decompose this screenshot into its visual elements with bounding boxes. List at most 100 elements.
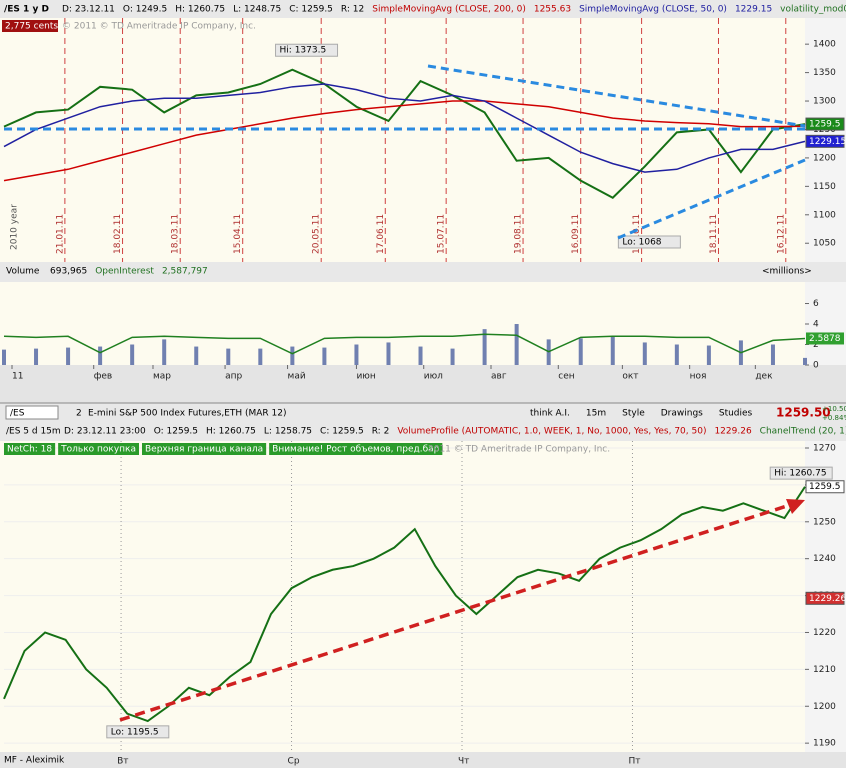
header-text: OpenInterest xyxy=(95,267,154,277)
x-tick-label: июн xyxy=(356,372,375,382)
y-tick-label: 1350 xyxy=(813,68,836,78)
y-tick-label: 1240 xyxy=(813,554,836,564)
header-text: C: 1259.5 xyxy=(320,427,364,437)
signal-box xyxy=(269,443,443,455)
price-box xyxy=(805,480,845,494)
bar xyxy=(258,348,263,365)
y-tick-label: 1270 xyxy=(813,444,836,454)
header-text: 693,965 xyxy=(50,267,87,277)
y-tick-label: 1210 xyxy=(813,665,836,675)
signal-label: Только покупка xyxy=(60,445,136,455)
bar xyxy=(514,324,519,365)
y-tick-label: 1400 xyxy=(813,40,836,50)
net-change: +10.50 xyxy=(822,405,846,413)
y-tick-label: 1050 xyxy=(813,239,836,249)
annotation: Lo: 1195.5 xyxy=(111,727,159,737)
price-box-label: 1259.5 xyxy=(809,120,841,130)
annotation-box xyxy=(106,725,170,739)
x-tick-label: 18.03.11 xyxy=(171,214,181,254)
header-text: ChanelTrend (20, 1) xyxy=(760,427,846,437)
price-box-label: 1229.15 xyxy=(809,137,846,147)
annotation-box xyxy=(275,43,339,57)
header-text: O: 1249.5 xyxy=(123,5,167,15)
year-label: 2010 year xyxy=(10,204,20,250)
price-box-label: 1229.26 xyxy=(809,594,846,604)
header-text: volatility_mod000 (3, high_minus_lo... xyxy=(780,5,846,15)
series-line xyxy=(3,100,806,182)
x-tick-label: 16.12.11 xyxy=(776,214,786,254)
price-box xyxy=(805,117,845,131)
tick-size-box xyxy=(2,20,58,32)
series-line xyxy=(3,333,806,355)
header-text: L: 1258.75 xyxy=(264,427,312,437)
x-tick-label: ноя xyxy=(690,372,707,382)
header-text: R: 12 xyxy=(341,5,364,15)
x-tick-label: 20.05.11 xyxy=(312,214,322,254)
x-tick-label: 17.06.11 xyxy=(376,214,386,254)
arrow-head xyxy=(786,499,805,514)
y-tick-label: 1250 xyxy=(813,517,836,527)
tick-size: 2,775 cents xyxy=(5,22,58,32)
chart-title: /ES 1 y D xyxy=(4,5,49,15)
bar xyxy=(322,347,327,365)
y-tick-label: 1200 xyxy=(813,702,836,712)
x-tick-label: Чт xyxy=(458,757,469,767)
toolbar-button[interactable]: Studies xyxy=(719,409,753,419)
axis-bar xyxy=(0,365,846,403)
series-line xyxy=(3,83,806,173)
header-bar xyxy=(0,262,846,282)
bar xyxy=(130,344,135,365)
x-tick-label: фев xyxy=(94,372,113,382)
trend-line xyxy=(427,64,806,128)
x-tick-label: май xyxy=(288,372,306,382)
signal-label: Внимание! Рост объемов, пред.бар xyxy=(272,445,439,455)
axis-bar xyxy=(0,752,846,768)
x-tick-label: мар xyxy=(153,372,171,382)
bar xyxy=(354,344,359,365)
header-text: VolumeProfile (AUTOMATIC, 1.0, WEEK, 1, … xyxy=(397,427,706,437)
price-box xyxy=(805,134,845,148)
bar xyxy=(2,349,6,365)
bar xyxy=(674,344,679,365)
toolbar-button[interactable]: 15m xyxy=(586,409,606,419)
footer: MF - Aleximik xyxy=(4,756,65,766)
symbol[interactable]: /ES xyxy=(10,409,25,419)
header-bar xyxy=(0,0,846,18)
header-text: SimpleMovingAvg (CLOSE, 50, 0) xyxy=(579,5,727,15)
bar xyxy=(450,348,455,365)
toolbar-button[interactable]: Style xyxy=(622,409,645,419)
annotation-box xyxy=(617,235,681,249)
link-number[interactable]: 2 xyxy=(76,409,82,419)
copyright: 2011 © TD Ameritrade IP Company, Inc. xyxy=(428,445,610,455)
x-tick-label: 18.11.11 xyxy=(709,214,719,254)
x-tick-label: июл xyxy=(424,372,443,382)
bar xyxy=(418,346,423,365)
toolbar-button[interactable]: think A.I. xyxy=(530,409,570,419)
signal-box xyxy=(142,443,267,455)
signal-box xyxy=(58,443,139,455)
x-tick-label: Ср xyxy=(288,757,300,767)
bar xyxy=(578,338,583,365)
bar xyxy=(66,347,71,365)
bar xyxy=(290,346,295,365)
price-box xyxy=(806,332,844,345)
x-tick-label: 15.07.11 xyxy=(437,214,447,254)
chart-title: /ES 5 d 15m xyxy=(6,427,61,437)
header-text: O: 1259.5 xyxy=(154,427,198,437)
bar xyxy=(706,345,711,365)
series-line xyxy=(3,486,806,723)
bar xyxy=(610,336,615,365)
trend-arrow xyxy=(119,503,791,722)
y-tick-label: 1150 xyxy=(813,182,836,192)
toolbar-button[interactable]: Drawings xyxy=(661,409,703,419)
symbol-box[interactable] xyxy=(5,405,59,420)
signal-label: NetCh: 18 xyxy=(7,445,52,455)
x-tick-label: 21.01.11 xyxy=(55,214,65,254)
copyright: © 2011 © TD Ameritrade IP Company, Inc. xyxy=(62,22,256,32)
x-tick-label: апр xyxy=(225,372,242,382)
y-tick-label: 0 xyxy=(813,361,819,371)
header-text: 2,587,797 xyxy=(162,267,208,277)
last-price: 1259.50 xyxy=(776,406,831,420)
y-tick-label: 2 xyxy=(813,340,819,350)
